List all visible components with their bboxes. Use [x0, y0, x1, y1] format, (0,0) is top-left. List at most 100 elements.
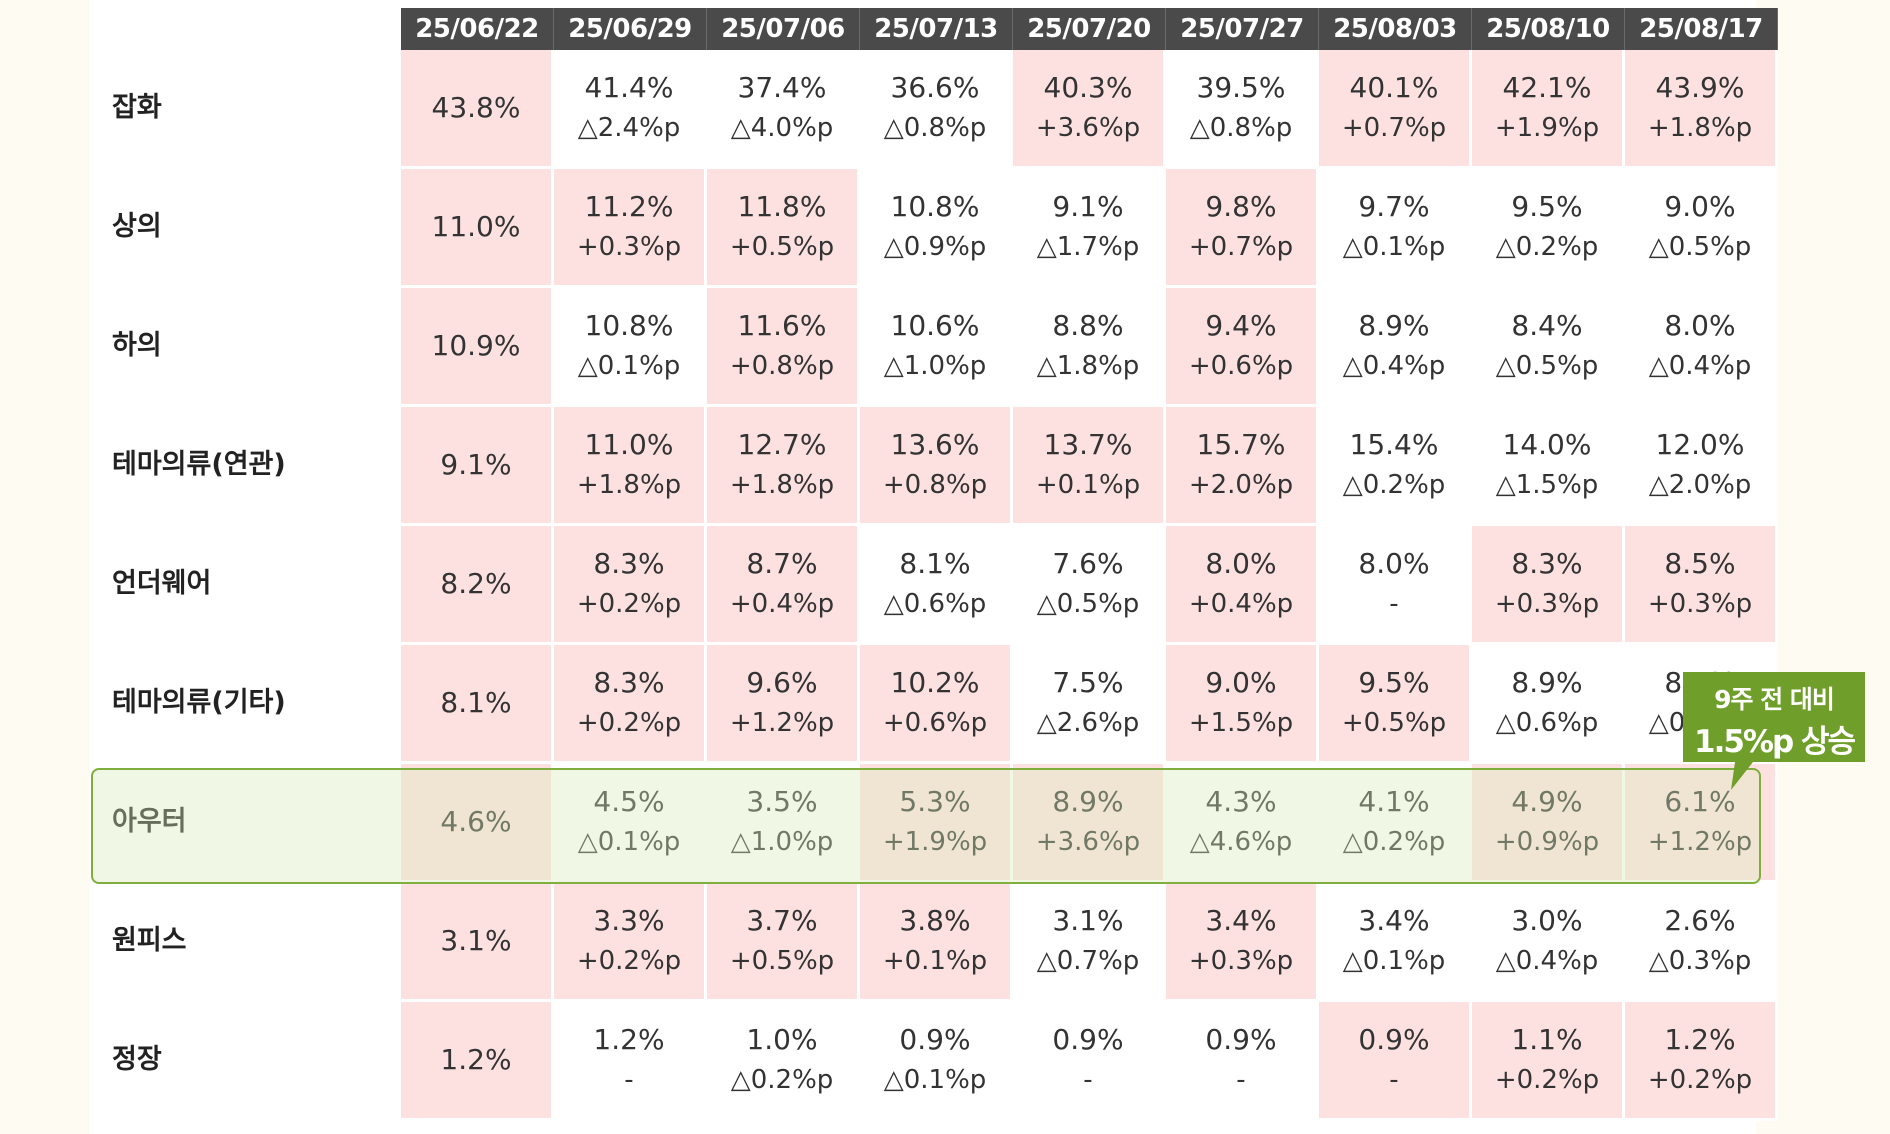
cell-change-value: +0.4%p: [1188, 589, 1294, 619]
cell-share-value: 8.0%: [1664, 309, 1736, 342]
table-row: 10.9% 10.8% △0.1%p 11.6% +0.8%p 10.6% △1.0%p 8.…: [401, 288, 1778, 407]
table-cell: 9.5% △0.2%p: [1472, 169, 1625, 288]
cell-change-value: +0.6%p: [1188, 351, 1294, 381]
cell-change-value: △0.9%p: [883, 232, 987, 262]
table-cell: 3.5% △1.0%p: [707, 764, 860, 883]
cell-share-value: 9.1%: [440, 448, 512, 481]
cell-share-value: 40.1%: [1349, 71, 1439, 104]
table-row: 3.1% 3.3% +0.2%p 3.7% +0.5%p 3.8% +0.1%p 3.1% △0…: [401, 883, 1778, 1002]
table-cell: 1.2% -: [554, 1002, 707, 1121]
cell-change-value: △1.0%p: [883, 351, 987, 381]
table-cell: 4.9% +0.9%p: [1472, 764, 1625, 883]
column-header-date: 25/06/22: [401, 8, 554, 50]
cell-share-value: 1.2%: [440, 1043, 512, 1076]
cell-share-value: 8.4%: [1511, 309, 1583, 342]
table-cell: 3.8% +0.1%p: [860, 883, 1013, 1002]
cell-change-value: +0.9%p: [1494, 827, 1600, 857]
cell-share-value: 7.6%: [1052, 547, 1124, 580]
cell-change-value: △1.5%p: [1495, 470, 1599, 500]
cell-share-value: 14.0%: [1502, 428, 1592, 461]
row-label-category: 하의: [112, 329, 162, 361]
cell-share-value: 6.1%: [1664, 785, 1736, 818]
callout-line2: 1.5%p 상승: [1694, 724, 1856, 760]
cell-change-value: +0.2%p: [576, 589, 682, 619]
cell-share-value: 1.0%: [746, 1023, 818, 1056]
cell-change-value: +0.6%p: [882, 708, 988, 738]
cell-change-value: △0.5%p: [1495, 351, 1599, 381]
cell-share-value: 1.1%: [1511, 1023, 1583, 1056]
cell-share-value: 9.1%: [1052, 190, 1124, 223]
table-row: 1.2% 1.2% -1.0% △0.2%p 0.9% △0.1%p 0.9% -0.9% -0…: [401, 1002, 1778, 1121]
cell-share-value: 8.5%: [1664, 547, 1736, 580]
table-cell: 40.3% +3.6%p: [1013, 50, 1166, 169]
table-cell: 2.6% △0.3%p: [1625, 883, 1778, 1002]
table-cell: 0.9% -: [1166, 1002, 1319, 1121]
table-row: 8.2% 8.3% +0.2%p 8.7% +0.4%p 8.1% △0.6%p 7.6% △0…: [401, 526, 1778, 645]
table-row: 4.6% 4.5% △0.1%p 3.5% △1.0%p 5.3% +1.9%p 8.9% +3…: [401, 764, 1778, 883]
cell-change-value: △0.6%p: [1495, 708, 1599, 738]
cell-share-value: 15.4%: [1349, 428, 1439, 461]
cell-share-value: 9.6%: [746, 666, 818, 699]
cell-change-value: △0.5%p: [1648, 232, 1752, 262]
table-cell: 1.1% +0.2%p: [1472, 1002, 1625, 1121]
table-cell: 3.0% △0.4%p: [1472, 883, 1625, 1002]
cell-share-value: 4.3%: [1205, 785, 1277, 818]
table-cell: 40.1% +0.7%p: [1319, 50, 1472, 169]
cell-change-value: +0.5%p: [1341, 708, 1447, 738]
cell-change-value: +0.7%p: [1341, 113, 1447, 143]
share-table: 25/06/22 25/06/29 25/07/06 25/07/13 25/07/20…: [401, 8, 1778, 1121]
table-cell: 11.6% +0.8%p: [707, 288, 860, 407]
table-cell: 9.7% △0.1%p: [1319, 169, 1472, 288]
callout-badge: 9주 전 대비 1.5%p 상승: [1683, 672, 1865, 792]
cell-change-value: △1.7%p: [1036, 232, 1140, 262]
cell-share-value: 1.2%: [1664, 1023, 1736, 1056]
column-header-date: 25/07/13: [860, 8, 1013, 50]
cell-share-value: 8.7%: [746, 547, 818, 580]
table-cell: 41.4% △2.4%p: [554, 50, 707, 169]
table-cell: 8.9% +3.6%p: [1013, 764, 1166, 883]
cell-share-value: 11.6%: [737, 309, 827, 342]
table-cell: 11.2% +0.3%p: [554, 169, 707, 288]
cell-share-value: 9.5%: [1511, 190, 1583, 223]
cell-change-value: +1.8%p: [729, 470, 835, 500]
cell-change-value: +1.8%p: [576, 470, 682, 500]
cell-change-value: △0.4%p: [1342, 351, 1446, 381]
row-label-category: 테마의류(기타): [112, 686, 286, 718]
cell-change-value: +0.8%p: [729, 351, 835, 381]
table-body: 43.8% 41.4% △2.4%p 37.4% △4.0%p 36.6% △0.8%p 40…: [401, 50, 1778, 1121]
cell-share-value: 0.9%: [899, 1023, 971, 1056]
table-cell: 8.9% △0.6%p: [1472, 645, 1625, 764]
table-cell: 4.5% △0.1%p: [554, 764, 707, 883]
cell-share-value: 43.9%: [1655, 71, 1745, 104]
table-cell: 10.2% +0.6%p: [860, 645, 1013, 764]
cell-change-value: △0.2%p: [1342, 827, 1446, 857]
cell-share-value: 8.3%: [593, 547, 665, 580]
cell-share-value: 12.7%: [737, 428, 827, 461]
cell-change-value: △0.5%p: [1036, 589, 1140, 619]
table-cell: 36.6% △0.8%p: [860, 50, 1013, 169]
table-cell: 4.6%: [401, 764, 554, 883]
table-cell: 10.8% △0.9%p: [860, 169, 1013, 288]
cell-change-value: △0.2%p: [1342, 470, 1446, 500]
cell-share-value: 13.6%: [890, 428, 980, 461]
table-cell: 3.1%: [401, 883, 554, 1002]
cell-share-value: 8.8%: [1052, 309, 1124, 342]
cell-share-value: 0.9%: [1052, 1023, 1124, 1056]
table-cell: 11.8% +0.5%p: [707, 169, 860, 288]
table-cell: 10.8% △0.1%p: [554, 288, 707, 407]
table-cell: 8.7% +0.4%p: [707, 526, 860, 645]
row-label-category: 테마의류(연관): [112, 448, 286, 480]
cell-share-value: 15.7%: [1196, 428, 1286, 461]
cell-change-value: +0.1%p: [882, 946, 988, 976]
cell-change-value: △0.1%p: [883, 1065, 987, 1095]
table-cell: 15.4% △0.2%p: [1319, 407, 1472, 526]
cell-share-value: 8.3%: [1511, 547, 1583, 580]
cell-change-value: +0.7%p: [1188, 232, 1294, 262]
cell-change-value: +0.8%p: [882, 470, 988, 500]
cell-change-value: △2.4%p: [577, 113, 681, 143]
table-cell: 12.0% △2.0%p: [1625, 407, 1778, 526]
cell-share-value: 8.0%: [1358, 547, 1430, 580]
cell-share-value: 3.0%: [1511, 904, 1583, 937]
row-label-category: 상의: [112, 210, 162, 242]
table-cell: 39.5% △0.8%p: [1166, 50, 1319, 169]
